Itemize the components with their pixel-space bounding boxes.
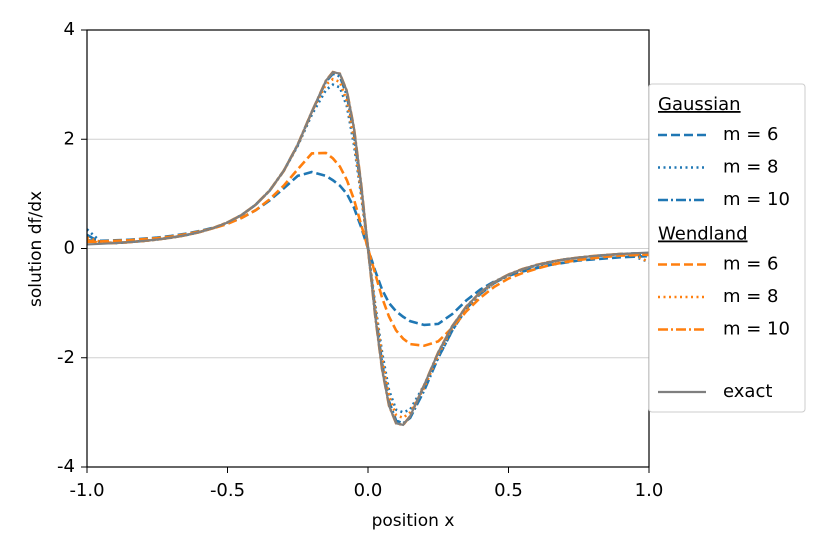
x-tick-label: -0.5: [210, 480, 245, 501]
y-tick-label: -2: [57, 347, 75, 368]
legend-label: m = 10: [723, 319, 790, 340]
y-tick-label: 0: [64, 238, 75, 259]
legend-label: m = 8: [723, 286, 779, 307]
y-axis-label: solution df/dx: [26, 191, 46, 307]
legend-box: [648, 83, 806, 413]
x-tick-label: 1.0: [635, 480, 664, 501]
x-tick-label: 0.5: [494, 480, 523, 501]
legend-group-title: Gaussian: [658, 94, 741, 115]
x-tick-label: 0.0: [354, 480, 383, 501]
y-tick-label: 2: [64, 128, 75, 149]
legend: Gaussian m = 6 m = 8 m = 10 Wendland m = 6 m =…: [648, 83, 806, 413]
legend-group-title: Wendland: [658, 224, 748, 245]
series-line: [87, 70, 649, 427]
x-tick-label: -1.0: [69, 480, 104, 501]
legend-label: exact: [723, 381, 772, 402]
legend-label: m = 8: [723, 157, 779, 178]
x-axis-label: position x: [372, 511, 455, 531]
y-tick-label: 4: [64, 19, 75, 40]
legend-label: m = 6: [723, 124, 779, 145]
legend-label: m = 10: [723, 189, 790, 210]
y-tick-label: -4: [57, 456, 75, 477]
legend-label: m = 6: [723, 254, 779, 275]
